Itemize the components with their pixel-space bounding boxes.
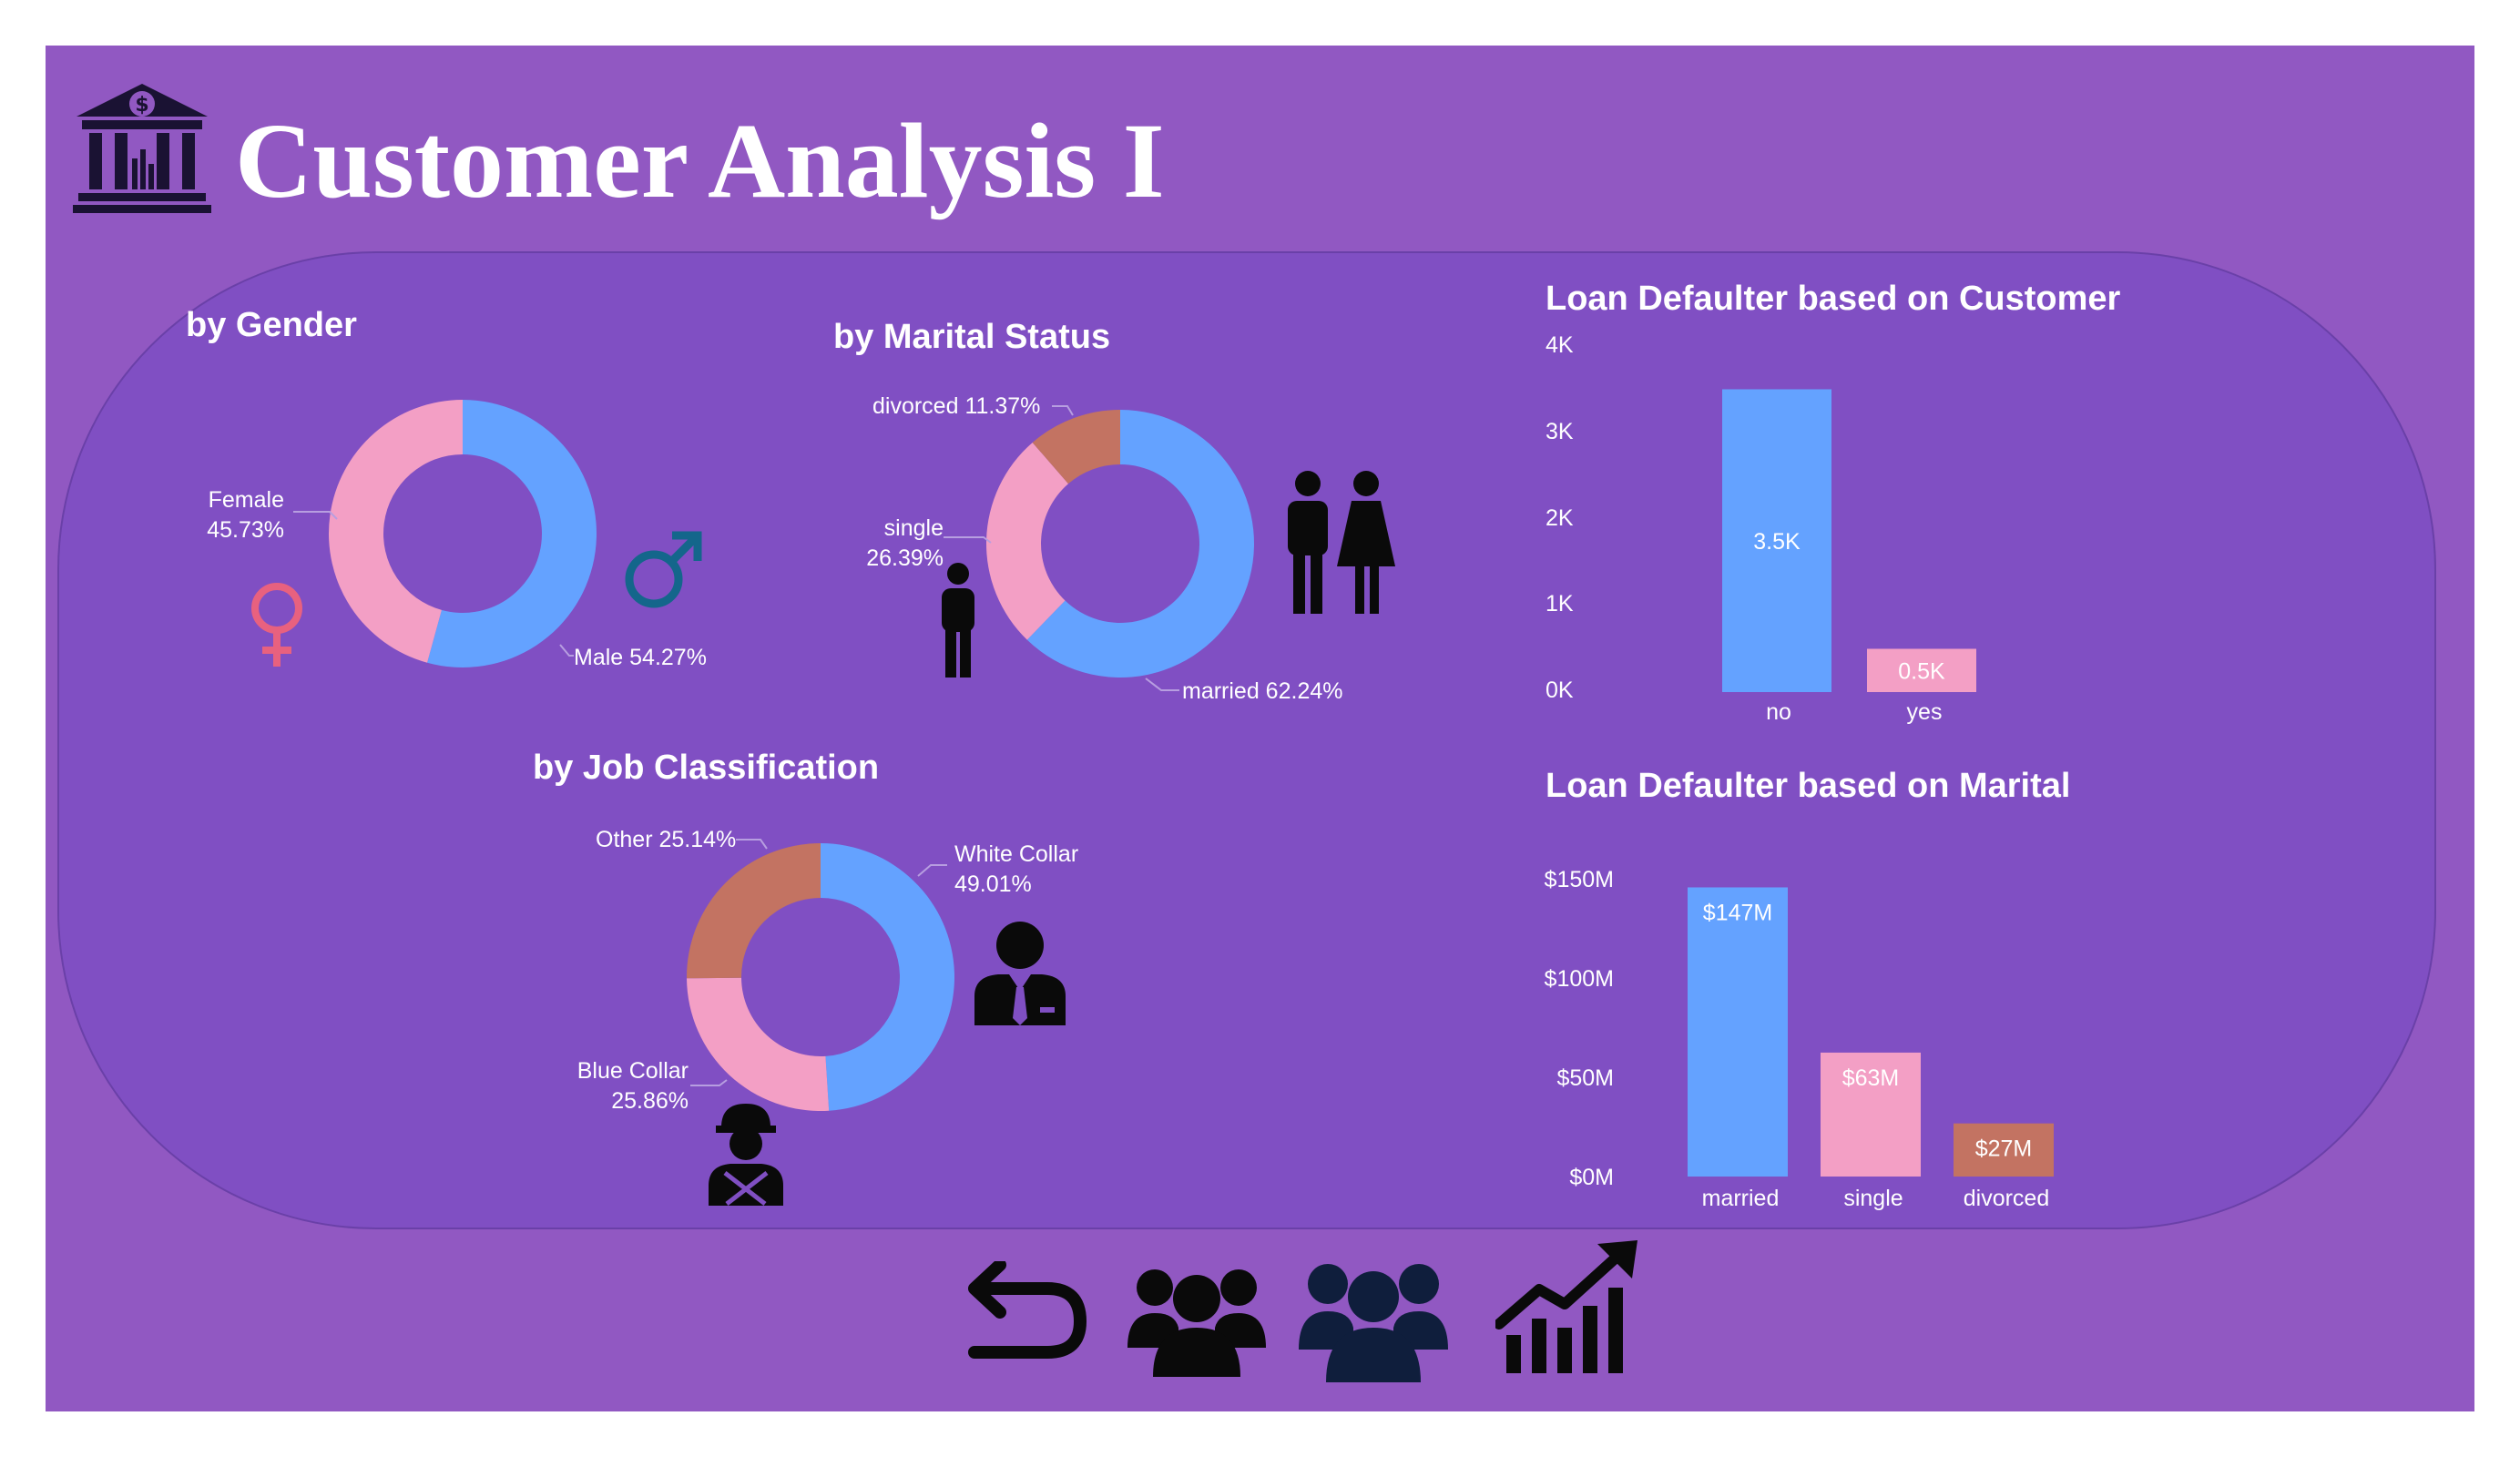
y-tick: 4K [1546, 332, 1574, 358]
gender-title: by Gender [186, 306, 357, 344]
y-tick: 2K [1546, 505, 1574, 531]
svg-text:$: $ [135, 94, 148, 117]
married-leader-line [1145, 678, 1179, 691]
job-donut [687, 843, 954, 1111]
blue-collar-label-name: Blue Collar [576, 1058, 689, 1084]
worker-icon [709, 1104, 783, 1206]
marital-default-bars: $147M $63M $27M [1688, 887, 2054, 1177]
female-label-name: Female [208, 487, 284, 513]
other-leader-line [736, 839, 768, 850]
customers-group-active-icon[interactable] [1297, 1255, 1450, 1382]
bar-divorced [1954, 1123, 2054, 1177]
marital-title: by Marital Status [833, 318, 1111, 356]
bar-value-label: $147M [1703, 900, 1772, 925]
x-tick: no [1766, 699, 1791, 725]
slice-divorced [1032, 410, 1120, 484]
marital-default-title: Loan Defaulter based on Marital [1546, 767, 2071, 805]
x-tick: divorced [1963, 1186, 2050, 1211]
single-label-pct: 26.39% [866, 545, 944, 571]
blue-collar-label-pct: 25.86% [611, 1088, 689, 1114]
customers-group-icon[interactable] [1126, 1260, 1268, 1377]
bar-value-label: $27M [1975, 1136, 2033, 1162]
bar-value-label: 3.5K [1753, 529, 1801, 555]
slice-married [1026, 410, 1254, 678]
main-panel [57, 251, 2436, 1229]
bar-value-label: 0.5K [1898, 658, 1945, 684]
job-title: by Job Classification [533, 749, 880, 787]
bar-married [1688, 887, 1788, 1177]
businessman-icon [974, 922, 1066, 1025]
page-title: Customer Analysis I [235, 101, 1165, 220]
other-label: Other 25.14% [596, 827, 737, 852]
marital-donut [986, 410, 1254, 678]
married-label: married 62.24% [1182, 678, 1343, 704]
bank-icon: $ [73, 84, 211, 213]
male-leader-line [559, 644, 574, 657]
female-leader-line [293, 511, 338, 520]
bar-value-label: $63M [1842, 1065, 1900, 1091]
x-tick: single [1843, 1186, 1903, 1211]
x-tick: yes [1906, 699, 1943, 725]
white-collar-label-pct: 49.01% [954, 871, 1032, 897]
single-leader-line [944, 536, 992, 544]
slice-single [986, 442, 1069, 640]
y-tick: $100M [1544, 966, 1614, 992]
single-person-icon [942, 563, 974, 678]
customer-default-bars: 3.5K 0.5K [1722, 389, 1976, 692]
gender-donut [328, 400, 597, 667]
slice-male [427, 400, 597, 667]
bar-yes [1867, 648, 1976, 692]
slice-blue-collar [687, 977, 830, 1111]
y-tick: 0K [1546, 678, 1574, 703]
couple-icon [1288, 471, 1395, 614]
leader-lines [293, 405, 1179, 1086]
divorced-leader-line [1052, 405, 1074, 416]
slice-other [687, 843, 821, 979]
y-tick: 1K [1546, 591, 1574, 616]
y-tick: 3K [1546, 419, 1574, 444]
slice-female [328, 400, 463, 663]
male-symbol-icon [625, 531, 702, 608]
y-tick: $0M [1569, 1165, 1614, 1190]
blue-collar-leader-line [690, 1079, 728, 1086]
customer-default-title: Loan Defaulter based on Customer [1546, 280, 2121, 318]
slice-white-collar [821, 843, 954, 1111]
y-tick: $50M [1556, 1065, 1614, 1091]
back-arrow-icon[interactable] [956, 1261, 1087, 1361]
y-tick: $150M [1544, 867, 1614, 892]
bar-single [1821, 1052, 1921, 1177]
single-label-name: single [883, 515, 944, 541]
divorced-label: divorced 11.37% [872, 393, 1041, 419]
male-label: Male 54.27% [574, 645, 707, 670]
female-label-pct: 45.73% [207, 517, 284, 543]
white-collar-label-name: White Collar [954, 841, 1079, 867]
white-collar-leader-line [917, 864, 947, 877]
bar-no [1722, 389, 1831, 692]
growth-chart-icon[interactable] [1495, 1240, 1641, 1375]
female-symbol-icon [251, 583, 302, 667]
x-tick: married [1701, 1186, 1780, 1211]
